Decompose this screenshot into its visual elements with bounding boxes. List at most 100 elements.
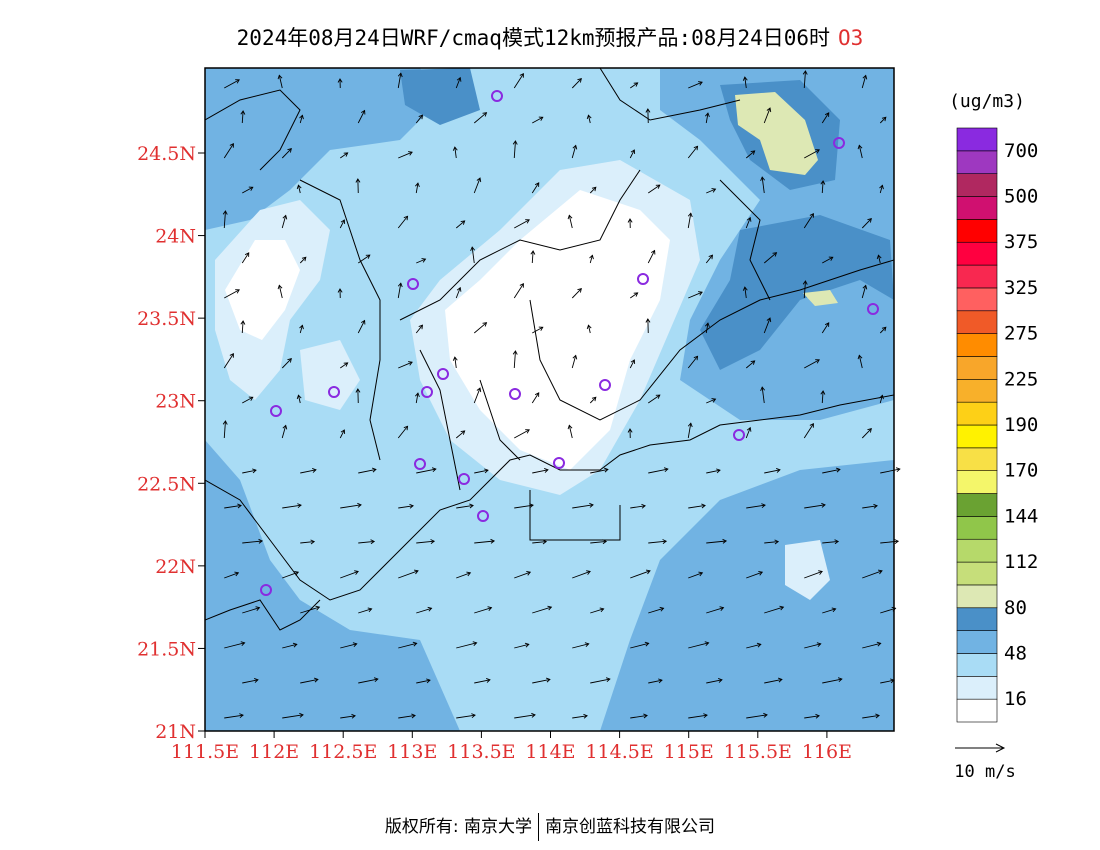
wind-arrowhead [815,359,820,364]
station-marker [437,368,449,380]
wind-arrowhead [877,569,883,575]
wind-arrow [588,325,591,334]
wind-arrowhead [538,116,544,121]
wind-arrow [281,425,287,439]
title-species: O3 [838,26,864,50]
coastline-west [205,599,321,631]
wind-arrowhead [415,392,420,398]
wind-arrowhead [818,570,823,575]
lat-tick-label: 21.5N [137,638,196,660]
wind-arrow [571,78,582,89]
wind-arrowhead [222,210,228,215]
wind-arrow [687,145,698,159]
wind-arrow [590,468,608,474]
wind-arrow [224,505,242,509]
wind-arrowhead [572,354,578,360]
wind-arrow [532,469,549,474]
wind-arrowhead [605,677,611,683]
wind-arrowhead [355,178,361,183]
footer: 版权所有: 南京大学 南京创蓝科技有限公司 [0,812,1100,841]
wind-arrowhead [469,503,474,509]
wind-arrow [590,678,610,684]
legend-label: 325 [1004,277,1038,299]
legend-bin [956,310,998,334]
wind-arrowhead [294,570,300,576]
wind-arrowhead [482,322,488,327]
wind-arrow [706,188,716,194]
wind-arrow [746,571,763,579]
wind-arrowhead [821,502,826,508]
wind-arrow [804,715,820,719]
wind-arrowhead [815,149,820,154]
wind-arrow [455,220,465,229]
wind-arrowhead [577,288,582,293]
wind-arrowhead [746,216,752,222]
wind-arrow [803,281,806,299]
lon-tick-label: 112.5E [309,741,377,763]
wind-arrow [804,571,823,579]
wind-arrowhead [589,254,594,260]
wind-arrowhead [542,539,548,545]
wind-arrow [688,572,703,579]
wind-arrow [630,570,651,579]
wind-arrowhead [875,713,880,719]
wind-arrow [299,115,303,124]
station-marker [414,458,426,470]
wind-arrow [224,79,240,89]
wind-arrowhead [397,282,403,288]
legend-label: 275 [1004,323,1038,345]
wind-arrow [688,714,708,719]
wind-arrowhead [779,605,785,611]
wind-arrow [339,429,345,439]
wind-arrow [687,355,698,369]
legend-bin [956,287,998,312]
field-band-80-top [400,68,480,125]
wind-arrow [456,642,477,649]
wind-arrowhead [881,116,887,122]
wind-arrowhead [470,246,476,251]
wind-arrowhead [490,538,496,544]
wind-arrowhead [643,713,648,719]
wind-arrow [879,116,887,124]
legend-colorbar [956,127,998,723]
wind-arrow [590,608,604,614]
wind-arrowhead [547,605,553,611]
province-line-1 [299,179,381,461]
wind-arrow [821,180,824,194]
wind-arrow [706,398,716,404]
wind-arrow [241,252,250,264]
wind-arrowhead [409,503,414,509]
wind-arrow [761,177,765,194]
wind-arrow [861,218,872,229]
wind-arrow [803,71,806,89]
wind-arrow [862,570,883,579]
wind-arrow [879,185,883,194]
wind-arrowhead [572,144,578,150]
wind-arrowhead [746,426,752,432]
legend-bin [956,173,998,197]
wind-arrowhead [456,286,462,292]
wind-arrow [630,715,648,719]
wind-arrow [572,715,588,719]
boundaries [205,68,894,631]
wind-arrowhead [343,362,349,367]
wind-arrow [471,247,475,264]
wind-arrowhead [633,292,639,297]
wind-reference-label: 10 m/s [954,762,1015,782]
wind-arrowhead [360,319,366,325]
wind-arrowhead [719,606,725,611]
province-line-2 [399,169,641,321]
province-line-4 [479,379,521,461]
wind-arrow [300,678,318,684]
wind-arrow [300,606,320,614]
wind-arrowhead [258,538,264,544]
legend-bin [956,653,998,677]
wind-arrow [648,540,667,544]
wind-arrowhead [538,326,544,331]
wind-arrow [241,320,244,334]
wind-arrow [630,505,646,509]
legend-bin [956,538,998,563]
legend-bin [956,676,998,700]
legend-unit: (ug/m3) [949,91,1025,112]
wind-arrow [764,678,782,684]
